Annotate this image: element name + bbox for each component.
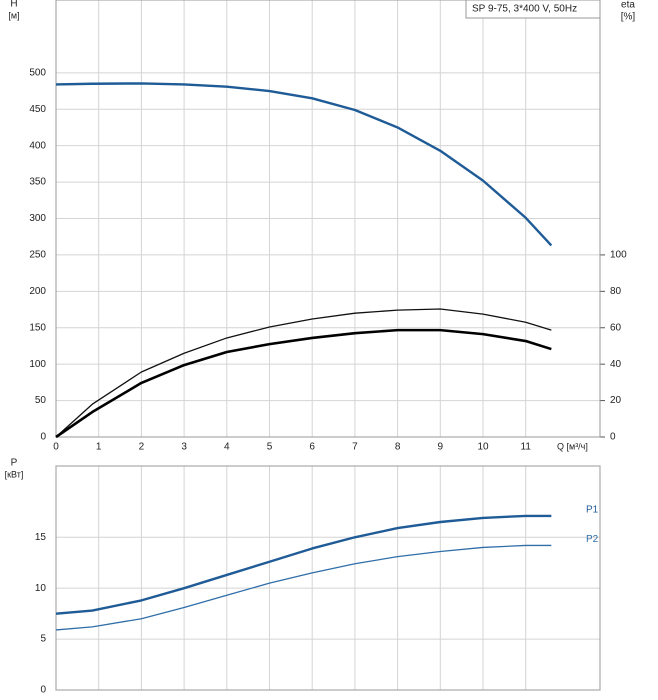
y-tick-label: 5 [40,634,46,645]
x-tick-label: 10 [477,442,489,453]
y2-tick-label: 40 [610,359,622,370]
annotation: SP 9-75, 3*400 V, 50Hz [472,4,577,15]
plot-frame [55,465,601,691]
y-axis-unit: [кВт] [5,469,24,479]
x-tick-label: 5 [267,442,273,453]
y-tick-label: 10 [35,583,47,594]
y-tick-label: 400 [29,140,46,151]
series-label: P1 [586,505,599,516]
y2-tick-label: 20 [610,395,622,406]
curve [55,82,553,247]
y-tick-label: 0 [40,685,46,696]
y2-axis-label: eta [621,0,635,11]
curve [55,514,552,615]
y-tick-label: 300 [29,213,46,224]
x-tick-label: 11 [521,442,532,453]
x-tick-label: 6 [309,442,315,453]
y-tick-label: 15 [35,532,47,543]
series-label: P2 [586,534,599,545]
x-tick-label: 7 [352,442,358,453]
x-tick-label: 0 [53,442,59,453]
y-tick-label: 450 [29,104,46,115]
y-axis-label: P [11,458,18,469]
y-tick-label: 200 [29,286,46,297]
y-tick-label: 150 [29,322,46,333]
y-tick-label: 250 [29,250,46,261]
y-tick-label: 100 [29,359,46,370]
x-tick-label: 3 [181,442,187,453]
y2-tick-label: 0 [610,432,616,443]
curve [55,328,552,439]
plot-frame [55,0,601,438]
y-tick-label: 0 [40,432,46,443]
y-tick-label: 350 [29,177,46,188]
x-axis-label: Q [м³/ч] [557,441,588,451]
x-tick-label: 9 [438,442,444,453]
y2-tick-label: 60 [610,322,622,333]
y-tick-label: 50 [35,395,47,406]
curve [55,308,552,438]
x-tick-label: 4 [224,442,230,453]
y-axis-label: H [10,0,17,10]
y-tick-label: 500 [29,67,46,78]
curve [55,544,552,631]
y-axis-unit: [м] [8,10,19,20]
y2-tick-label: 100 [610,250,627,261]
x-tick-label: 2 [139,442,145,453]
y2-axis-unit: [%] [621,12,636,23]
x-tick-label: 8 [395,442,401,453]
x-tick-label: 1 [96,442,102,453]
y2-tick-label: 80 [610,286,622,297]
annotation-box [465,0,601,19]
